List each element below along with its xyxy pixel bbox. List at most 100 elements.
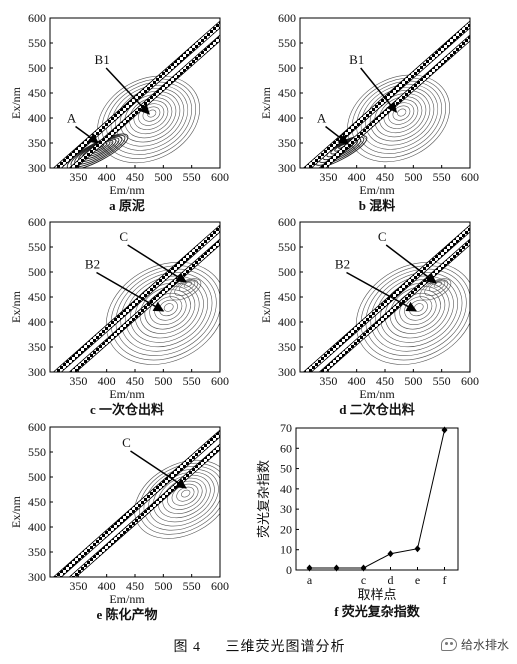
- y-tick-label: 500: [278, 265, 296, 279]
- peak-label: A: [67, 111, 77, 126]
- peak-label: B1: [95, 52, 110, 67]
- x-axis-label: Em/nm: [359, 183, 395, 197]
- x-tick-label: 450: [126, 579, 144, 593]
- plot-frame: [49, 426, 221, 578]
- y-tick-label: 600: [28, 420, 46, 434]
- contour-area: [52, 224, 220, 372]
- peak-arrow: [346, 271, 418, 312]
- contour-line: [370, 272, 463, 352]
- x-tick-label: 500: [154, 170, 172, 184]
- x-tick-label: 550: [183, 170, 201, 184]
- data-point: [387, 550, 394, 558]
- contour-line: [139, 286, 196, 334]
- y-tick-label: 600: [28, 215, 46, 229]
- y-axis-label: Ex/nm: [259, 290, 273, 323]
- y-tick-label: 50: [280, 462, 292, 476]
- y-tick-label: 300: [278, 161, 296, 175]
- x-tick-label: d: [388, 573, 394, 587]
- x-axis-label: Em/nm: [109, 387, 145, 401]
- contour-area: [52, 20, 220, 168]
- x-axis-label: Em/nm: [359, 387, 395, 401]
- contour-line: [125, 275, 209, 348]
- contour-line: [128, 97, 173, 135]
- y-tick-label: 550: [278, 240, 296, 254]
- peak-label: B2: [85, 257, 100, 272]
- panel-f-complexity-chart: 0 10 20 30 40 50 60 70 a c d e f 取样点 荧光复杂指数 f 荧光复杂指数: [256, 421, 459, 619]
- x-tick-label: 350: [319, 170, 337, 184]
- contour-line: [360, 265, 470, 361]
- contour-line: [110, 265, 220, 361]
- contour-line: [105, 261, 220, 365]
- y-tick-label: 550: [278, 36, 296, 50]
- rayleigh-scatter-band: [302, 224, 470, 372]
- x-tick-label: 550: [183, 579, 201, 593]
- contour-line: [389, 286, 446, 334]
- y-tick-label: 70: [280, 421, 292, 435]
- data-point: [441, 426, 448, 434]
- contour-line: [378, 96, 423, 134]
- x-tick-label: 500: [154, 579, 172, 593]
- y-tick-label: 400: [28, 111, 46, 125]
- peak-label: B1: [349, 52, 364, 67]
- rayleigh-scatter-band: [52, 429, 220, 577]
- peak-label: A: [317, 111, 327, 126]
- y-tick-label: 30: [280, 502, 292, 516]
- x-tick-label: 550: [183, 374, 201, 388]
- contour-line: [179, 280, 196, 292]
- contour-line: [397, 108, 407, 117]
- data-point: [414, 545, 421, 553]
- contour-line: [392, 105, 411, 121]
- raman-scatter-band: [318, 34, 470, 168]
- contour-line: [130, 279, 204, 343]
- watermark: 给水排水: [440, 636, 509, 653]
- panel-a: 350 400 450 500 550 600 300 350 400 450 500 550 600 E…: [9, 11, 229, 213]
- peak-label: B2: [335, 257, 350, 272]
- y-tick-label: 600: [278, 215, 296, 229]
- y-tick-label: 550: [28, 445, 46, 459]
- panel-caption: a 原泥: [109, 198, 145, 213]
- y-tick-label: 300: [28, 161, 46, 175]
- panel-caption: c 一次仓出料: [90, 402, 164, 417]
- contour-line: [413, 303, 424, 312]
- plot-frame: [295, 427, 459, 571]
- contour-line: [157, 474, 211, 519]
- y-tick-label: 350: [28, 545, 46, 559]
- x-tick-label: 450: [376, 374, 394, 388]
- peak-arrow: [75, 125, 100, 144]
- contour-line: [154, 296, 183, 321]
- y-tick-label: 400: [28, 315, 46, 329]
- chart-title: f 荧光复杂指数: [334, 604, 421, 619]
- panel-caption: b 混料: [359, 198, 395, 213]
- y-tick-label: 10: [280, 543, 292, 557]
- raman-scatter-band: [68, 34, 220, 168]
- x-tick-label: 500: [404, 374, 422, 388]
- contour-line: [70, 134, 126, 168]
- raman-scatter-band: [318, 238, 470, 372]
- y-tick-label: 350: [28, 136, 46, 150]
- x-axis-label: Em/nm: [109, 592, 145, 606]
- contour-line: [147, 109, 157, 118]
- x-tick-label: 400: [98, 579, 116, 593]
- contour-area: [302, 224, 470, 372]
- peak-arrow: [360, 67, 397, 113]
- contour-line: [375, 275, 459, 348]
- x-tick-label: 400: [98, 170, 116, 184]
- raman-scatter-band: [68, 238, 220, 372]
- y-tick-label: 60: [280, 441, 292, 455]
- panel-b: 350 400 450 500 550 600 300 350 400 450 500 550 600 E…: [259, 11, 479, 213]
- y-tick-label: 500: [28, 470, 46, 484]
- y-tick-label: 20: [280, 522, 292, 536]
- data-point: [333, 564, 340, 572]
- contour-line: [355, 261, 470, 365]
- y-axis-label: Ex/nm: [9, 86, 23, 119]
- y-tick-label: 400: [28, 520, 46, 534]
- y-tick-label: 0: [286, 563, 292, 577]
- y-tick-label: 350: [28, 340, 46, 354]
- contour-line: [365, 86, 435, 146]
- x-tick-label: 500: [404, 170, 422, 184]
- panel-c: 350 400 450 500 550 600 300 350 400 450 500 550 600 E…: [9, 215, 229, 417]
- contour-line: [134, 459, 220, 539]
- contour-line: [433, 281, 443, 288]
- contour-line: [384, 282, 450, 339]
- y-tick-label: 500: [278, 61, 296, 75]
